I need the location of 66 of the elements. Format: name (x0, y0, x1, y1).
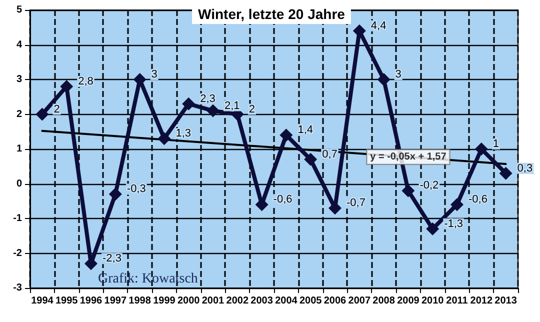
chart-title: Winter, letzte 20 Jahre (198, 6, 346, 22)
data-label: 0,7 (322, 148, 338, 160)
x-tick-label: 1994 (31, 296, 54, 306)
data-label: 2,8 (78, 75, 94, 88)
data-label: -0,6 (273, 194, 292, 206)
data-label: 1 (492, 138, 500, 150)
point (36, 108, 49, 121)
point (499, 166, 512, 180)
data-label: 1,3 (176, 128, 191, 140)
x-tick-label: 2010 (421, 296, 444, 306)
x-tick-label: 1997 (104, 296, 127, 306)
data-label: 4,4 (370, 20, 386, 32)
point (280, 128, 293, 142)
x-tick-label: 2011 (446, 296, 468, 306)
point (206, 104, 220, 118)
point (426, 222, 440, 236)
point (158, 132, 171, 146)
x-tick-label: 2004 (275, 296, 298, 306)
x-tick-label: 2003 (250, 296, 274, 306)
data-label: 1,4 (298, 124, 313, 136)
point (402, 184, 415, 198)
data-label: -1,3 (444, 218, 464, 230)
data-label: -2,3 (102, 252, 122, 265)
x-tick-label: 2002 (226, 296, 249, 306)
data-label: 2,1 (224, 100, 240, 112)
x-tick-label: 1998 (128, 296, 152, 306)
y-tick-label: 4 (16, 39, 22, 50)
x-tick-label: 2001 (202, 296, 225, 306)
point (474, 142, 488, 156)
x-tick-label: 1999 (153, 296, 176, 306)
y-tick-label: -3 (13, 282, 22, 294)
point (450, 198, 464, 212)
x-tick-label: 1996 (80, 296, 103, 306)
x-tick-label: 2006 (324, 296, 347, 306)
point (108, 188, 122, 201)
data-label: 2 (248, 103, 256, 116)
annotation: y = -0,05x + 1,57 (370, 151, 447, 162)
data-label: 2 (54, 103, 60, 116)
y-tick-label: 2 (16, 108, 22, 120)
x-tick-label: 2000 (177, 296, 200, 306)
y-tick-label: 5 (16, 4, 22, 16)
y-tick-label: -1 (13, 213, 22, 224)
data-label: 3 (151, 68, 158, 80)
data-label: -0,3 (126, 183, 146, 196)
x-tick-label: 2005 (299, 296, 322, 306)
data-label: -0,6 (468, 194, 488, 206)
x-tick-label: 1995 (55, 296, 78, 306)
x-tick-label: 2012 (470, 296, 493, 306)
y-tick-label: -2 (13, 248, 22, 259)
x-tick-label: 2013 (494, 296, 518, 306)
y-tick-label: 3 (16, 74, 22, 85)
point (182, 97, 196, 110)
y-tick-label: 1 (16, 144, 22, 154)
point (377, 73, 390, 86)
data-label: 2,3 (200, 92, 216, 105)
point (60, 80, 74, 93)
data-label: 3 (395, 68, 402, 80)
x-tick-label: 2008 (372, 296, 396, 306)
x-tick-label: 2009 (397, 296, 420, 306)
point (304, 152, 318, 166)
data-label: 0,3 (517, 162, 533, 174)
x-tick-label: 2007 (348, 296, 371, 306)
annotation: Grafik: Kowatsch (98, 272, 198, 286)
data-label: -0,7 (346, 197, 366, 210)
data-label: -0,2 (420, 180, 439, 192)
y-tick-label: 0 (16, 178, 22, 190)
